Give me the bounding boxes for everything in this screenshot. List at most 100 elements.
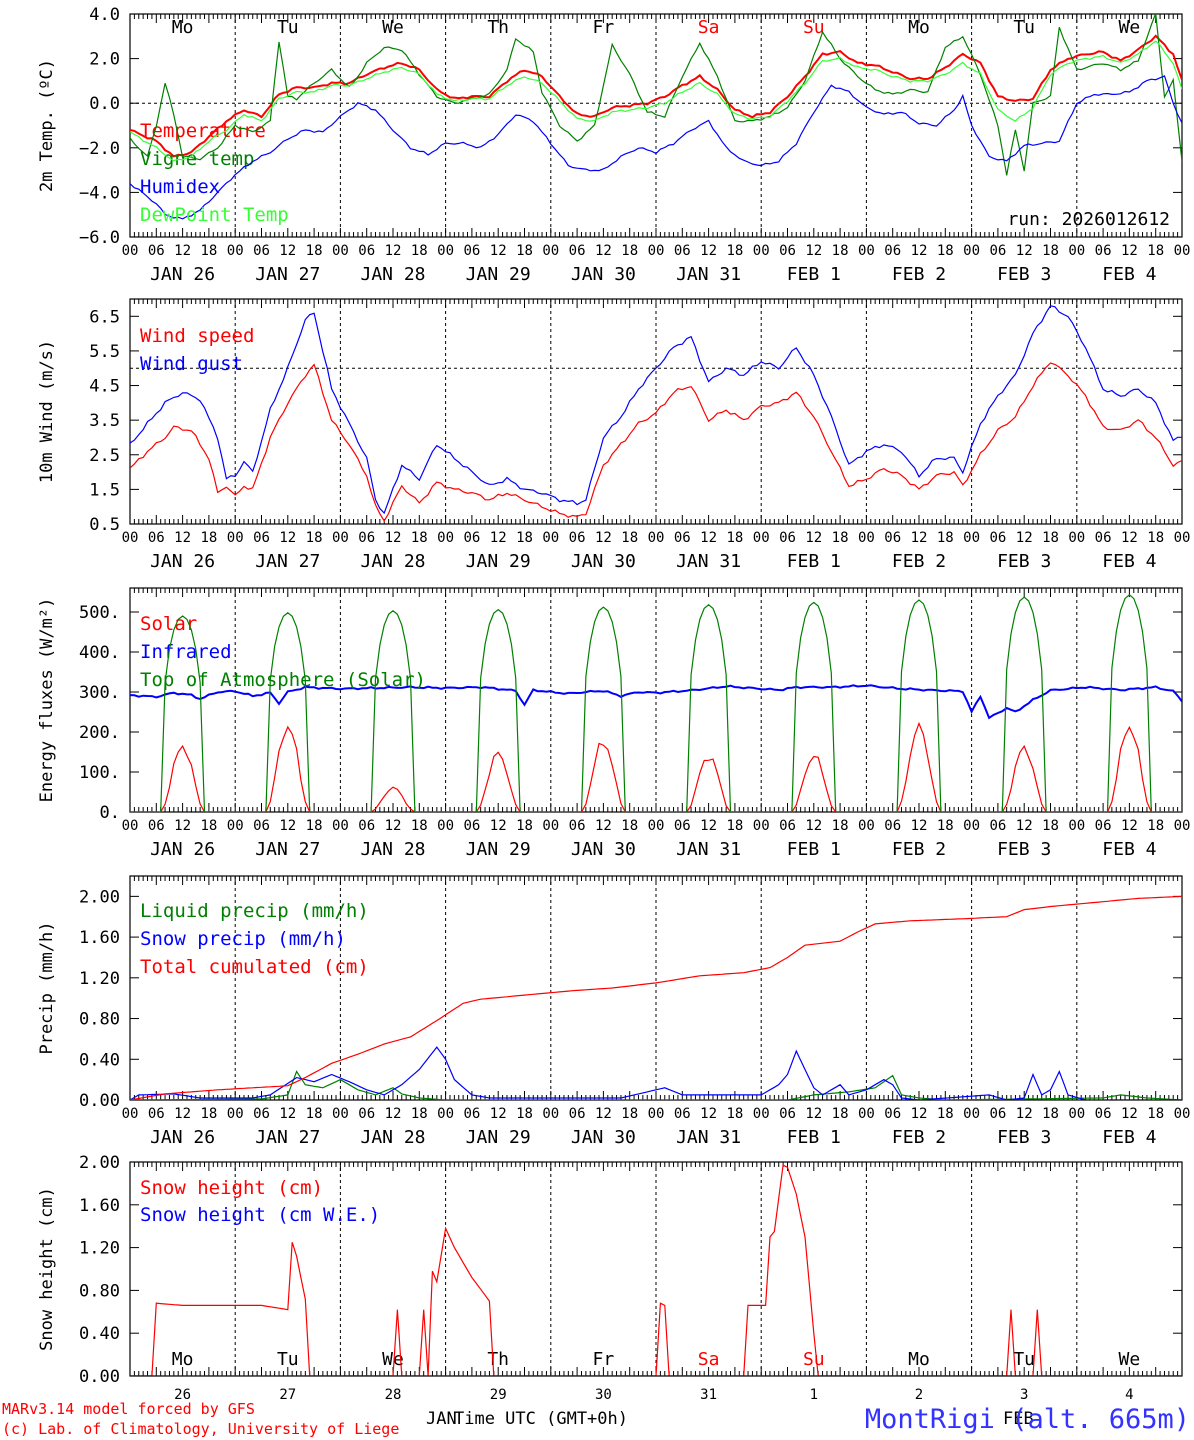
x-hour-label: 06: [1095, 818, 1112, 834]
x-day-label: FEB 1: [787, 551, 841, 572]
x-day-number: 1: [810, 1387, 818, 1403]
x-hour-label: 00: [753, 530, 770, 546]
panel-temp: 4.0 2.0 0.0 −2.0 −4.0 −6.0 2m Temp. (ºC) 00 06 12…: [37, 5, 1190, 285]
weekday-label: Th: [487, 17, 509, 38]
x-hour-label: 18: [832, 818, 849, 834]
series-line-humidex: [130, 75, 1182, 220]
weekday-label: We: [1119, 17, 1141, 38]
x-day-label: JAN 29: [466, 551, 531, 572]
x-hour-label: 06: [884, 530, 901, 546]
x-day-label: JAN 31: [676, 264, 741, 285]
footer-month-right: FEB: [1003, 1409, 1034, 1429]
x-hour-label: 18: [832, 243, 849, 259]
y-tick-label: 0.40: [79, 1050, 120, 1070]
plot-frame: [129, 298, 1183, 525]
x-day-label: FEB 3: [997, 551, 1051, 572]
x-hour-label: 12: [1016, 818, 1033, 834]
x-hour-label: 12: [1016, 1106, 1033, 1122]
x-day-label: JAN 30: [571, 551, 636, 572]
x-hour-label: 12: [279, 1106, 296, 1122]
x-hour-label: 00: [648, 530, 665, 546]
weekday-label: Mo: [908, 17, 930, 38]
footer-station: MontRigi (alt. 665m): [865, 1404, 1190, 1435]
x-hour-label: 06: [148, 1106, 165, 1122]
x-hour-label: 12: [174, 1106, 191, 1122]
x-hour-label: 12: [385, 530, 402, 546]
x-hour-label: 18: [1147, 818, 1164, 834]
y-tick-label: 0.00: [79, 1367, 120, 1387]
y-tick-label: 5.5: [89, 342, 120, 362]
x-hour-label: 00: [122, 243, 139, 259]
y-axis-label: Snow height (cm): [37, 1187, 57, 1351]
x-hour-label: 18: [832, 1106, 849, 1122]
x-hour-label: 06: [779, 1106, 796, 1122]
x-day-label: FEB 1: [787, 264, 841, 285]
legend-entry: Infrared: [140, 641, 232, 663]
x-hour-label: 06: [884, 243, 901, 259]
x-hour-label: 00: [437, 530, 454, 546]
series-line-total-cumulated-cm-: [130, 895, 1182, 1100]
x-hour-label: 06: [253, 1106, 270, 1122]
x-hour-label: 06: [779, 530, 796, 546]
y-axis-label: Energy fluxes (W/m²): [37, 598, 57, 803]
x-hour-label: 12: [1016, 530, 1033, 546]
x-hour-label: 00: [332, 818, 349, 834]
x-day-number: 30: [595, 1387, 612, 1403]
x-hour-label: 12: [279, 530, 296, 546]
x-hour-label: 06: [989, 243, 1006, 259]
x-day-label: FEB 2: [892, 839, 946, 860]
x-hour-label: 00: [227, 530, 244, 546]
x-hour-label: 18: [1147, 243, 1164, 259]
x-hour-label: 18: [306, 818, 323, 834]
x-hour-label: 18: [726, 530, 743, 546]
x-hour-label: 00: [1174, 530, 1191, 546]
x-hour-label: 12: [595, 1106, 612, 1122]
x-hour-label: 18: [306, 1106, 323, 1122]
x-day-label: JAN 27: [255, 551, 320, 572]
x-hour-label: 06: [148, 818, 165, 834]
x-hour-label: 00: [542, 818, 559, 834]
x-day-label: JAN 26: [150, 264, 215, 285]
y-tick-label: 4.0: [89, 5, 120, 25]
x-hour-label: 18: [516, 818, 533, 834]
x-hour-label: 00: [963, 243, 980, 259]
x-hour-label: 00: [648, 1106, 665, 1122]
x-hour-label: 18: [1042, 1106, 1059, 1122]
y-tick-label: 0.: [100, 803, 120, 823]
x-hour-label: 00: [1068, 530, 1085, 546]
x-day-label: JAN 29: [466, 264, 531, 285]
x-hour-label: 12: [385, 1106, 402, 1122]
x-hour-label: 18: [621, 818, 638, 834]
x-hour-label: 12: [174, 530, 191, 546]
legend-entry: Top of Atmosphere (Solar): [140, 669, 426, 691]
x-hour-label: 06: [779, 818, 796, 834]
x-day-label: JAN 29: [466, 1127, 531, 1148]
weekday-label: Fr: [593, 17, 615, 38]
x-hour-label: 12: [279, 818, 296, 834]
y-tick-label: 6.5: [89, 307, 120, 327]
y-tick-label: 1.20: [79, 969, 120, 989]
x-day-label: JAN 29: [466, 839, 531, 860]
weekday-label: Su: [803, 1349, 825, 1370]
series-line-snow-precip-mm-h-: [130, 1046, 1182, 1100]
x-hour-label: 12: [700, 818, 717, 834]
legend-entry: Snow height (cm): [140, 1177, 323, 1199]
x-day-label: JAN 30: [571, 1127, 636, 1148]
weekday-label: Th: [487, 1349, 509, 1370]
x-hour-label: 00: [858, 530, 875, 546]
x-hour-label: 12: [595, 818, 612, 834]
x-hour-label: 18: [306, 530, 323, 546]
run-label: run: 2026012612: [1007, 209, 1170, 230]
x-hour-label: 06: [253, 243, 270, 259]
x-hour-label: 12: [700, 1106, 717, 1122]
x-hour-label: 00: [753, 1106, 770, 1122]
x-hour-label: 18: [621, 530, 638, 546]
y-tick-label: 400.: [79, 643, 120, 663]
x-hour-label: 12: [1121, 1106, 1138, 1122]
x-hour-label: 00: [122, 1106, 139, 1122]
legend-entry: Vigne temp: [140, 148, 254, 170]
y-tick-label: 0.40: [79, 1324, 120, 1344]
y-tick-label: 0.80: [79, 1010, 120, 1030]
x-hour-label: 12: [595, 243, 612, 259]
